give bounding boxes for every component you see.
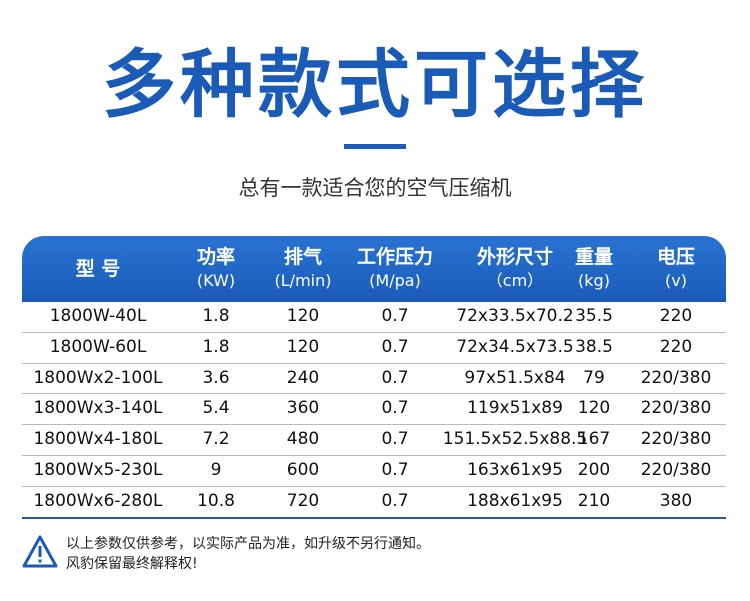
header-power: 功率 (KW): [182, 236, 250, 302]
cell-model: 1800Wx4-180L: [33, 429, 163, 450]
header-unit: (M/pa): [369, 271, 421, 290]
cell-pressure: 0.7: [381, 306, 409, 326]
cell-model: 1800W-60L: [49, 336, 147, 357]
table-row: 1800Wx2-100L 3.6 240 0.7 97x51.5x84 79 2…: [22, 364, 726, 395]
cell-dimensions: 72x33.5x70.2: [456, 306, 574, 326]
cell-voltage: 220/380: [640, 398, 712, 419]
header-label: 工作压力: [356, 246, 433, 268]
cell-dimensions: 188x61x95: [467, 490, 563, 511]
cell-exhaust: 240: [286, 367, 320, 388]
table-row: 1800Wx3-140L 5.4 360 0.7 119x51x89 120 2…: [22, 394, 726, 426]
cell-weight: 38.5: [575, 336, 613, 357]
header-dimensions: 外形尺寸 （cm）: [440, 236, 590, 302]
header-label: 排气: [283, 246, 322, 268]
cell-power: 9: [210, 459, 222, 480]
table-row: 1800Wx6-280L 10.8 720 0.7 188x61x95 210 …: [22, 487, 726, 519]
header-weight: 重量 (kg): [566, 236, 622, 302]
cell-model: 1800Wx3-140L: [33, 398, 163, 419]
cell-power: 7.2: [202, 429, 230, 450]
header-exhaust: 排气 (L/min): [260, 236, 346, 302]
header-voltage: 电压 (v): [626, 236, 726, 302]
header-label: 电压: [656, 246, 695, 268]
cell-pressure: 0.7: [381, 398, 409, 419]
title-underline: [344, 144, 406, 149]
cell-exhaust: 120: [286, 306, 320, 326]
header-unit: （cm）: [486, 271, 544, 290]
disclaimer-line-1: 以上参数仅供参考，以实际产品为准，如升级不另行通知。: [66, 536, 430, 552]
cell-model: 1800Wx5-230L: [33, 459, 163, 480]
cell-weight: 35.5: [575, 306, 613, 326]
cell-weight: 120: [577, 398, 611, 419]
page-title: 多种款式可选择: [102, 42, 648, 128]
cell-voltage: 220: [659, 306, 693, 326]
cell-power: 3.6: [202, 367, 230, 388]
cell-model: 1800W-40L: [49, 306, 147, 326]
disclaimer: 以上参数仅供参考，以实际产品为准，如升级不另行通知。 风豹保留最终解释权!: [22, 534, 726, 578]
cell-exhaust: 120: [286, 336, 320, 357]
cell-dimensions: 119x51x89: [467, 398, 563, 419]
cell-voltage: 220/380: [640, 459, 712, 480]
cell-model: 1800Wx6-280L: [33, 490, 163, 511]
page-subtitle: 总有一款适合您的空气压缩机: [238, 176, 512, 200]
cell-voltage: 220/380: [640, 367, 712, 388]
disclaimer-text: 以上参数仅供参考，以实际产品为准，如升级不另行通知。 风豹保留最终解释权!: [66, 534, 430, 574]
disclaimer-line-2: 风豹保留最终解释权!: [66, 556, 198, 572]
cell-power: 5.4: [202, 398, 230, 419]
spec-table: 型 号 功率 (KW) 排气 (L/min) 工作压力 (M/pa) 外形尺寸 …: [22, 236, 726, 519]
cell-pressure: 0.7: [381, 429, 409, 450]
cell-voltage: 220: [659, 336, 693, 357]
header-unit: (L/min): [274, 271, 332, 290]
table-header: 型 号 功率 (KW) 排气 (L/min) 工作压力 (M/pa) 外形尺寸 …: [22, 236, 726, 302]
cell-pressure: 0.7: [381, 490, 409, 511]
table-row: 1800W-60L 1.8 120 0.7 72x34.5x73.5 38.5 …: [22, 333, 726, 364]
cell-pressure: 0.7: [381, 459, 409, 480]
cell-power: 1.8: [202, 336, 230, 357]
cell-weight: 200: [577, 459, 611, 480]
cell-weight: 210: [577, 490, 611, 511]
cell-dimensions: 163x61x95: [467, 459, 563, 480]
header-label: 型 号: [75, 258, 121, 280]
cell-voltage: 380: [659, 490, 693, 511]
header-label: 功率: [196, 246, 235, 268]
cell-pressure: 0.7: [381, 367, 409, 388]
cell-pressure: 0.7: [381, 336, 409, 357]
cell-exhaust: 480: [286, 429, 320, 450]
header-pressure: 工作压力 (M/pa): [346, 236, 444, 302]
header-model: 型 号: [22, 236, 174, 302]
cell-dimensions: 97x51.5x84: [464, 367, 566, 388]
cell-weight: 167: [577, 429, 611, 450]
cell-voltage: 220/380: [640, 429, 712, 450]
cell-dimensions: 72x34.5x73.5: [456, 336, 574, 357]
cell-power: 1.8: [202, 306, 230, 326]
cell-model: 1800Wx2-100L: [33, 367, 163, 388]
cell-weight: 79: [583, 367, 605, 388]
table-row: 1800Wx4-180L 7.2 480 0.7 151.5x52.5x88.5…: [22, 425, 726, 456]
cell-exhaust: 720: [286, 490, 320, 511]
cell-exhaust: 360: [286, 398, 320, 419]
cell-power: 10.8: [197, 490, 235, 511]
header-unit: (kg): [578, 271, 610, 290]
cell-dimensions: 151.5x52.5x88.5: [442, 429, 588, 450]
header-label: 重量: [574, 246, 613, 268]
header-unit: (KW): [196, 271, 236, 290]
header-unit: (v): [665, 271, 687, 290]
table-row: 1800W-40L 1.8 120 0.7 72x33.5x70.2 35.5 …: [22, 302, 726, 333]
warning-triangle-icon: [22, 535, 58, 568]
header-label: 外形尺寸: [476, 246, 553, 268]
cell-exhaust: 600: [286, 459, 320, 480]
table-row: 1800Wx5-230L 9 600 0.7 163x61x95 200 220…: [22, 456, 726, 487]
